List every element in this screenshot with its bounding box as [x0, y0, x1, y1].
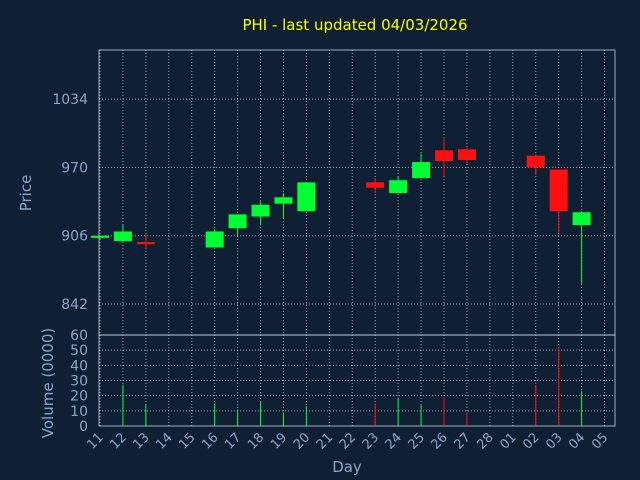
x-tick-label: 25	[406, 430, 428, 452]
x-tick-label: 13	[130, 430, 152, 452]
candle-body	[297, 182, 316, 212]
volume-tick-label: 50	[70, 343, 88, 359]
marks-layer	[91, 137, 591, 426]
candle-body	[549, 169, 568, 212]
chart-title: PHI - last updated 04/03/2026	[242, 16, 467, 34]
x-tick-label: 15	[176, 430, 198, 452]
candle-body	[136, 242, 155, 245]
candle-body	[412, 162, 431, 179]
axes-layer: 11 12 13 14 15 16 17 18 19 20 21 22 23 24 25 26 27 28 01 02…	[52, 92, 611, 452]
price-axis-label: Price	[17, 175, 35, 212]
candle-body	[389, 180, 408, 194]
x-tick-label: 03	[543, 430, 565, 452]
x-tick-label: 28	[474, 430, 496, 452]
price-tick-label: 906	[61, 229, 88, 245]
x-tick-label: 16	[199, 430, 221, 452]
x-tick-label: 04	[566, 430, 588, 452]
x-tick-label: 14	[153, 430, 175, 452]
volume-tick-label: 0	[79, 419, 88, 435]
candle-body	[274, 197, 293, 204]
x-tick-label: 21	[314, 430, 336, 452]
price-tick-label: 970	[61, 160, 88, 176]
x-tick-label: 22	[337, 430, 359, 452]
candle-body	[366, 182, 385, 188]
x-tick-label: 02	[520, 430, 542, 452]
candle-body	[205, 231, 224, 248]
candle-body	[251, 204, 270, 217]
x-tick-label: 05	[589, 430, 611, 452]
price-tick-label: 1034	[52, 92, 88, 108]
x-tick-label: 24	[383, 430, 405, 452]
candle-body	[435, 150, 453, 162]
x-tick-label: 23	[360, 430, 382, 452]
volume-tick-label: 30	[70, 374, 88, 390]
candle-body	[526, 155, 545, 168]
grid-layer	[98, 49, 616, 427]
volume-tick-label: 10	[70, 404, 88, 420]
volume-tick-label: 40	[70, 358, 88, 374]
candle-body	[113, 231, 132, 242]
candle-body	[91, 235, 109, 238]
day-axis-label: Day	[332, 458, 362, 476]
x-tick-label: 01	[497, 430, 519, 452]
volume-tick-label: 60	[70, 328, 88, 344]
x-tick-label: 12	[107, 430, 129, 452]
volume-axis-label: Volume (0000)	[39, 328, 57, 438]
price-tick-label: 842	[61, 297, 88, 313]
x-tick-label: 26	[429, 430, 451, 452]
price-plot-frame	[98, 49, 616, 336]
x-tick-label: 20	[291, 430, 313, 452]
candle-body	[572, 212, 591, 226]
x-tick-label: 19	[268, 430, 290, 452]
volume-tick-label: 20	[70, 389, 88, 405]
x-tick-label: 18	[245, 430, 267, 452]
x-tick-label: 17	[222, 430, 244, 452]
x-tick-label: 27	[451, 430, 473, 452]
candle-body	[228, 214, 247, 229]
candle-body	[457, 149, 476, 160]
